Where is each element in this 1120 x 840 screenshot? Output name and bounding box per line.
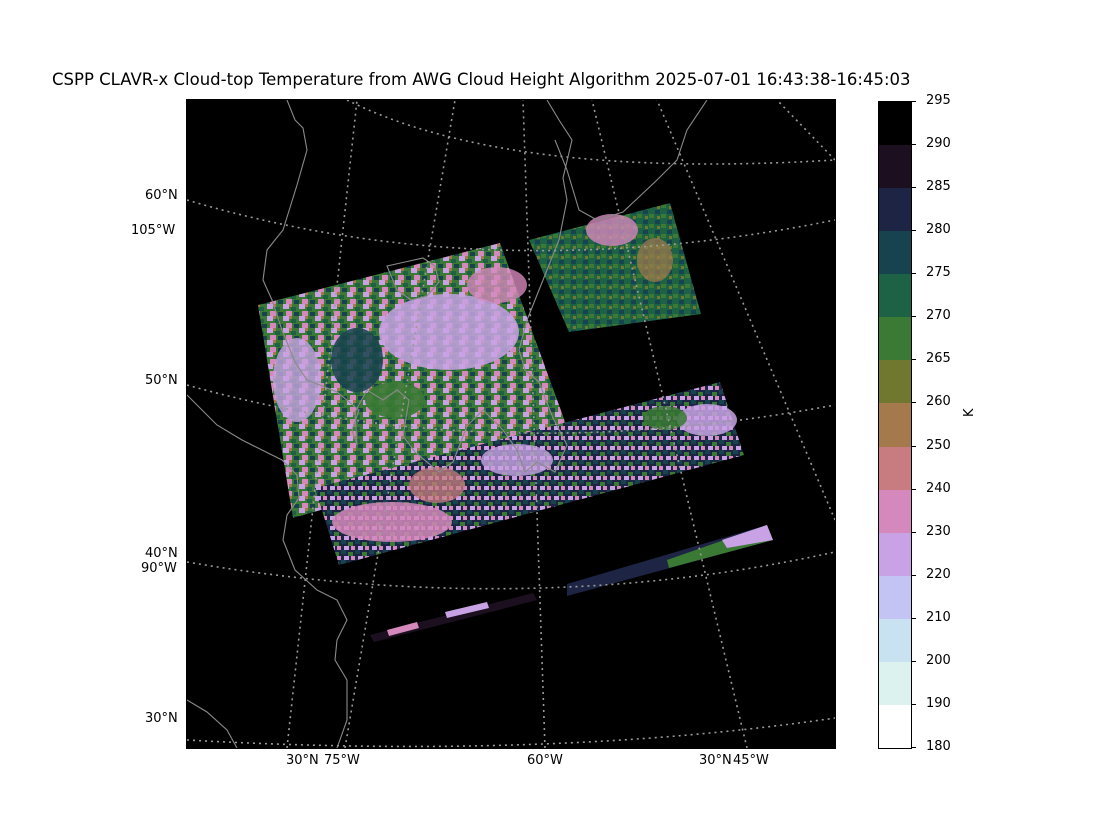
bottom-label-30n-left: 30°N	[286, 753, 319, 768]
colorbar-tick-mark	[911, 402, 916, 404]
swath-north-east	[529, 203, 701, 332]
bottom-label-30n-right: 30°N	[699, 753, 732, 768]
colorbar-band	[879, 274, 911, 318]
lat-label-50n: 50°N	[145, 373, 178, 388]
map-title: CSPP CLAVR-x Cloud-top Temperature from …	[52, 70, 911, 89]
colorbar-tick-label: 210	[926, 609, 951, 625]
colorbar-tick-label: 275	[926, 265, 951, 281]
colorbar-band	[879, 618, 911, 663]
colorbar-tick-label: 230	[926, 523, 951, 539]
colorbar-tick-mark	[911, 101, 916, 102]
colorbar-tick-label: 180	[926, 739, 951, 754]
colorbar-tick-mark	[911, 144, 916, 146]
colorbar-tick-mark	[911, 445, 916, 447]
colorbar-band	[879, 403, 911, 448]
colorbar-tick-label: 220	[926, 566, 951, 582]
colorbar-tick-mark	[911, 617, 916, 619]
colorbar-band	[879, 661, 911, 706]
colorbar-band	[879, 317, 911, 361]
swath-middle	[315, 382, 744, 565]
coastlines	[187, 100, 708, 748]
colorbar-tick-label: 190	[926, 695, 951, 711]
lat-label-30n: 30°N	[145, 711, 178, 726]
colorbar-tick-mark	[911, 531, 916, 533]
lon-label-105w: 105°W	[131, 223, 176, 238]
colorbar-band	[879, 231, 911, 275]
swath-south-west	[370, 593, 537, 642]
colorbar-tick-label: 200	[926, 652, 951, 668]
colorbar-tick-mark	[911, 187, 916, 189]
colorbar-tick-label: 260	[926, 394, 951, 410]
swath-south-east	[567, 525, 773, 596]
colorbar-band	[879, 145, 911, 189]
colorbar-tick-label: 280	[926, 222, 951, 238]
lon-label-60w: 60°W	[527, 753, 563, 768]
colorbar-band	[879, 188, 911, 232]
colorbar-band	[879, 360, 911, 404]
colorbar-tick-label: 270	[926, 308, 951, 324]
colorbar-tick-label: 265	[926, 351, 951, 367]
colorbar-band	[879, 102, 911, 146]
colorbar-tick-label: 295	[926, 93, 951, 108]
colorbar-band	[879, 446, 911, 491]
colorbar-band	[879, 489, 911, 534]
colorbar-tick-mark	[911, 273, 916, 275]
map-panel	[187, 100, 835, 748]
colorbar-tick-mark	[911, 747, 916, 748]
colorbar-tick-label: 240	[926, 480, 951, 496]
colorbar-tick-label: 285	[926, 179, 951, 195]
colorbar-tick-mark	[911, 359, 916, 361]
lon-label-75w: 75°W	[324, 753, 360, 768]
lat-label-60n: 60°N	[145, 188, 178, 203]
colorbar-tick-label: 290	[926, 136, 951, 152]
map-canvas	[187, 100, 835, 748]
colorbar-tick-mark	[911, 574, 916, 576]
lon-label-90w: 90°W	[141, 561, 177, 576]
colorbar-band	[879, 575, 911, 620]
graticule	[187, 100, 835, 748]
lat-label-40n: 40°N	[145, 546, 178, 561]
colorbar-tick-label: 250	[926, 437, 951, 453]
colorbar-tick-mark	[911, 660, 916, 662]
colorbar-unit: K	[962, 408, 977, 417]
colorbar-tick-mark	[911, 316, 916, 318]
colorbar-band	[879, 532, 911, 577]
colorbar-band	[879, 704, 911, 749]
colorbar	[878, 101, 912, 749]
colorbar-tick-mark	[911, 488, 916, 490]
colorbar-tick-mark	[911, 230, 916, 232]
lon-label-45w: 45°W	[733, 753, 769, 768]
colorbar-tick-mark	[911, 703, 916, 705]
